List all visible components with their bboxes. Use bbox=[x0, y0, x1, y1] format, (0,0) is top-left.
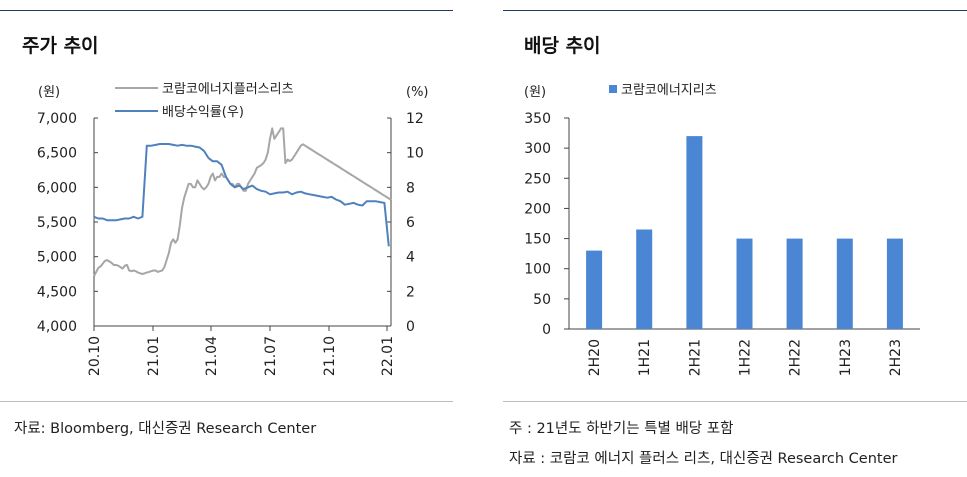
right-source-note: 자료 : 코람코 에너지 플러스 리츠, 대신증권 Research Cente… bbox=[509, 451, 898, 467]
left-y-tick-label: 6,000 bbox=[37, 180, 77, 196]
right-y-tick-label: 2 bbox=[406, 284, 415, 300]
right-top-rule bbox=[503, 10, 967, 11]
legend-yield-label: 배당수익률(우) bbox=[162, 105, 244, 120]
legend-bar-swatch bbox=[609, 85, 617, 93]
stock-price-chart: (원) (%) 코람코에너지플러스리츠 배당수익률(우) 4,000 4,500 5… bbox=[37, 82, 429, 376]
bar-y-tick-label: 300 bbox=[524, 141, 551, 157]
x-tick-label: 21.01 bbox=[146, 336, 162, 376]
bar-y-tick-label: 100 bbox=[524, 262, 551, 278]
yield-series-line bbox=[93, 143, 390, 247]
left-source-note: 자료: Bloomberg, 대신증권 Research Center bbox=[14, 421, 317, 437]
x-tick-label: 21.07 bbox=[263, 336, 279, 376]
dividend-bar bbox=[686, 136, 703, 329]
bar-y-tick-label: 350 bbox=[524, 111, 551, 127]
dividend-bar bbox=[886, 238, 903, 329]
left-y-tick-label: 4,500 bbox=[37, 284, 77, 300]
x-tick-label: 21.10 bbox=[322, 336, 338, 376]
bar-category-label: 2H20 bbox=[587, 339, 603, 376]
right-y-tick-label: 4 bbox=[406, 250, 415, 266]
bar-category-label: 2H22 bbox=[788, 339, 804, 376]
right-chart-title: 배당 추이 bbox=[524, 35, 601, 57]
right-y-tick-label: 8 bbox=[406, 180, 415, 196]
bar-category-label: 1H21 bbox=[637, 339, 653, 376]
dividend-bar bbox=[636, 229, 653, 329]
right-footnote: 주 : 21년도 하반기는 특별 배당 포함 bbox=[509, 421, 734, 437]
right-footer-rule bbox=[503, 401, 967, 402]
bar-axis-unit: (원) bbox=[524, 85, 546, 100]
left-y-tick-label: 6,500 bbox=[37, 146, 77, 162]
dividend-bar bbox=[586, 250, 603, 329]
bar-y-tick-label: 150 bbox=[524, 232, 551, 248]
bar-category-label: 2H21 bbox=[687, 339, 703, 376]
left-y-tick-label: 5,000 bbox=[37, 250, 77, 266]
bar-y-tick-label: 50 bbox=[533, 292, 551, 308]
right-y-tick-label: 12 bbox=[406, 111, 424, 127]
bar-category-label: 1H22 bbox=[738, 339, 754, 376]
bar-category-label: 1H23 bbox=[838, 339, 854, 376]
dividend-bar bbox=[786, 238, 803, 329]
bar-y-tick-label: 250 bbox=[524, 171, 551, 187]
dividend-bar bbox=[836, 238, 853, 329]
right-y-tick-label: 0 bbox=[406, 319, 415, 335]
left-chart-title: 주가 추이 bbox=[22, 35, 99, 57]
bar-y-tick-label: 0 bbox=[542, 322, 551, 338]
legend-price-label: 코람코에너지플러스리츠 bbox=[162, 82, 294, 97]
x-tick-label: 22.01 bbox=[380, 336, 396, 376]
left-y-tick-label: 4,000 bbox=[37, 319, 77, 335]
left-top-rule bbox=[0, 10, 453, 11]
right-y-tick-label: 10 bbox=[406, 146, 424, 162]
right-axis-unit: (%) bbox=[406, 85, 429, 100]
bar-category-label: 2H23 bbox=[888, 339, 904, 376]
bar-y-tick-label: 200 bbox=[524, 201, 551, 217]
left-y-tick-label: 7,000 bbox=[37, 111, 77, 127]
right-y-tick-label: 6 bbox=[406, 215, 415, 231]
dividend-chart: (원) 코람코에너지리츠 0 50 100 150 200 250 300 350 2H20 1H… bbox=[524, 83, 920, 376]
legend-bar-label: 코람코에너지리츠 bbox=[621, 83, 717, 98]
left-y-tick-label: 5,500 bbox=[37, 215, 77, 231]
left-footer-rule bbox=[0, 401, 453, 402]
dividend-bar bbox=[736, 238, 753, 329]
left-axis-unit: (원) bbox=[38, 85, 60, 100]
x-tick-label: 21.04 bbox=[204, 336, 220, 376]
x-tick-label: 20.10 bbox=[87, 336, 103, 376]
